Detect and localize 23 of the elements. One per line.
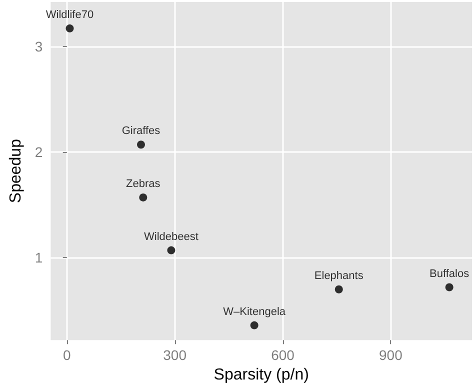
data-label: Giraffes xyxy=(122,125,161,138)
data-label: Zebras xyxy=(126,178,161,190)
x-tick-label: 900 xyxy=(379,347,403,364)
y-axis-title: Speedup xyxy=(8,138,24,204)
point xyxy=(334,285,343,294)
x-tick-label: 0 xyxy=(62,347,71,364)
point xyxy=(167,246,176,254)
point xyxy=(137,140,145,149)
point xyxy=(250,321,258,330)
data-label: Elephants xyxy=(314,270,364,282)
data-label: Wildlife70 xyxy=(46,8,94,21)
y-tick-label: 3 xyxy=(34,38,43,54)
x-tick-label: 300 xyxy=(163,347,187,364)
x-axis-title: Sparsity (p/n) xyxy=(214,366,309,384)
data-label: Wildebeest xyxy=(144,230,198,243)
data-label: W–Kitengela xyxy=(223,306,286,318)
data-label: Buffalos xyxy=(430,268,470,280)
y-tick-label: 1 xyxy=(34,250,43,266)
x-tick-label: 600 xyxy=(271,347,295,364)
y-tick-label: 2 xyxy=(34,144,43,160)
point xyxy=(139,193,148,202)
point xyxy=(445,283,454,292)
point xyxy=(66,24,74,32)
